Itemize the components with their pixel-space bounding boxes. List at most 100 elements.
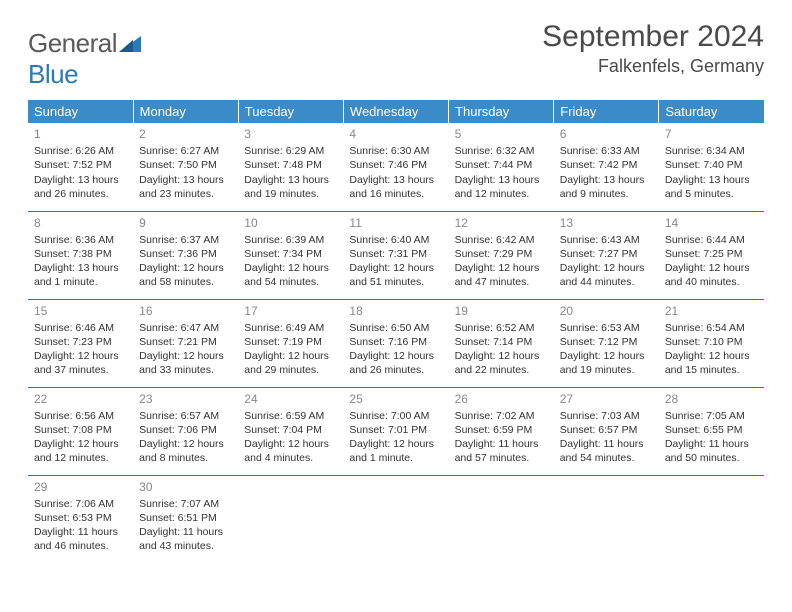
day-number: 17 [244, 303, 337, 319]
day-number: 25 [349, 391, 442, 407]
sunrise-text: Sunrise: 7:07 AM [139, 497, 232, 511]
sunset-text: Sunset: 7:29 PM [455, 247, 548, 261]
calendar-day-cell: 13Sunrise: 6:43 AMSunset: 7:27 PMDayligh… [554, 211, 659, 299]
daylight-text: Daylight: 12 hours [34, 437, 127, 451]
daylight-text: and 15 minutes. [665, 363, 758, 377]
calendar-day-cell: 5Sunrise: 6:32 AMSunset: 7:44 PMDaylight… [449, 123, 554, 211]
calendar-week-row: 8Sunrise: 6:36 AMSunset: 7:38 PMDaylight… [28, 211, 764, 299]
calendar-day-cell: 26Sunrise: 7:02 AMSunset: 6:59 PMDayligh… [449, 387, 554, 475]
daylight-text: Daylight: 13 hours [34, 173, 127, 187]
calendar-day-cell: 17 Sunrise: 6:49 AMSunset: 7:19 PMDayligh… [238, 299, 343, 387]
daylight-text: and 26 minutes. [34, 187, 127, 201]
calendar-day-cell [449, 475, 554, 563]
daylight-text: Daylight: 13 hours [139, 173, 232, 187]
sunrise-text: Sunrise: 6:49 AM [244, 321, 337, 335]
calendar-day-cell: 4Sunrise: 6:30 AMSunset: 7:46 PMDaylight… [343, 123, 448, 211]
daylight-text: and 8 minutes. [139, 451, 232, 465]
sunset-text: Sunset: 7:50 PM [139, 158, 232, 172]
daylight-text: Daylight: 13 hours [349, 173, 442, 187]
daylight-text: Daylight: 11 hours [455, 437, 548, 451]
sunrise-text: Sunrise: 6:26 AM [34, 144, 127, 158]
sunset-text: Sunset: 7:48 PM [244, 158, 337, 172]
daylight-text: and 58 minutes. [139, 275, 232, 289]
calendar-week-row: 15Sunrise: 6:46 AMSunset: 7:23 PMDayligh… [28, 299, 764, 387]
daylight-text: Daylight: 12 hours [139, 261, 232, 275]
sunrise-text: Sunrise: 6:50 AM [349, 321, 442, 335]
daylight-text: Daylight: 13 hours [34, 261, 127, 275]
calendar-table: SundayMondayTuesdayWednesdayThursdayFrid… [28, 100, 764, 563]
daylight-text: and 47 minutes. [455, 275, 548, 289]
calendar-day-cell: 14Sunrise: 6:44 AMSunset: 7:25 PMDayligh… [659, 211, 764, 299]
calendar-day-cell: 22Sunrise: 6:56 AMSunset: 7:08 PMDayligh… [28, 387, 133, 475]
calendar-header-row: SundayMondayTuesdayWednesdayThursdayFrid… [28, 100, 764, 123]
sunset-text: Sunset: 7:42 PM [560, 158, 653, 172]
calendar-week-row: 22Sunrise: 6:56 AMSunset: 7:08 PMDayligh… [28, 387, 764, 475]
weekday-header: Wednesday [343, 100, 448, 123]
daylight-text: Daylight: 12 hours [665, 349, 758, 363]
day-number: 10 [244, 215, 337, 231]
sunrise-text: Sunrise: 6:52 AM [455, 321, 548, 335]
daylight-text: and 46 minutes. [34, 539, 127, 553]
daylight-text: and 23 minutes. [139, 187, 232, 201]
daylight-text: and 40 minutes. [665, 275, 758, 289]
day-number: 18 [349, 303, 442, 319]
calendar-day-cell: 1Sunrise: 6:26 AMSunset: 7:52 PMDaylight… [28, 123, 133, 211]
daylight-text: Daylight: 12 hours [560, 349, 653, 363]
sunrise-text: Sunrise: 6:32 AM [455, 144, 548, 158]
sunset-text: Sunset: 7:36 PM [139, 247, 232, 261]
daylight-text: and 12 minutes. [455, 187, 548, 201]
daylight-text: and 57 minutes. [455, 451, 548, 465]
calendar-day-cell: 25Sunrise: 7:00 AMSunset: 7:01 PMDayligh… [343, 387, 448, 475]
daylight-text: and 54 minutes. [244, 275, 337, 289]
daylight-text: Daylight: 11 hours [560, 437, 653, 451]
day-number: 20 [560, 303, 653, 319]
sunrise-text: Sunrise: 7:03 AM [560, 409, 653, 423]
daylight-text: and 16 minutes. [349, 187, 442, 201]
daylight-text: and 54 minutes. [560, 451, 653, 465]
sunrise-text: Sunrise: 7:05 AM [665, 409, 758, 423]
calendar-day-cell: 15Sunrise: 6:46 AMSunset: 7:23 PMDayligh… [28, 299, 133, 387]
sunrise-text: Sunrise: 6:33 AM [560, 144, 653, 158]
sunset-text: Sunset: 7:04 PM [244, 423, 337, 437]
daylight-text: Daylight: 12 hours [139, 349, 232, 363]
logo-triangle-icon [119, 28, 141, 59]
sunset-text: Sunset: 7:19 PM [244, 335, 337, 349]
sunset-text: Sunset: 7:08 PM [34, 423, 127, 437]
daylight-text: Daylight: 12 hours [455, 261, 548, 275]
calendar-day-cell: 20Sunrise: 6:53 AMSunset: 7:12 PMDayligh… [554, 299, 659, 387]
daylight-text: Daylight: 12 hours [244, 349, 337, 363]
sunset-text: Sunset: 7:21 PM [139, 335, 232, 349]
calendar-day-cell: 10Sunrise: 6:39 AMSunset: 7:34 PMDayligh… [238, 211, 343, 299]
day-number: 5 [455, 126, 548, 142]
daylight-text: Daylight: 12 hours [34, 349, 127, 363]
weekday-header: Monday [133, 100, 238, 123]
day-number: 27 [560, 391, 653, 407]
day-number: 7 [665, 126, 758, 142]
daylight-text: Daylight: 12 hours [349, 261, 442, 275]
daylight-text: and 44 minutes. [560, 275, 653, 289]
daylight-text: and 4 minutes. [244, 451, 337, 465]
daylight-text: and 43 minutes. [139, 539, 232, 553]
daylight-text: Daylight: 11 hours [665, 437, 758, 451]
day-number: 26 [455, 391, 548, 407]
calendar-day-cell: 27Sunrise: 7:03 AMSunset: 6:57 PMDayligh… [554, 387, 659, 475]
sunset-text: Sunset: 7:46 PM [349, 158, 442, 172]
sunset-text: Sunset: 7:12 PM [560, 335, 653, 349]
calendar-day-cell: 29Sunrise: 7:06 AMSunset: 6:53 PMDayligh… [28, 475, 133, 563]
calendar-day-cell: 6Sunrise: 6:33 AMSunset: 7:42 PMDaylight… [554, 123, 659, 211]
sunset-text: Sunset: 7:44 PM [455, 158, 548, 172]
calendar-day-cell [238, 475, 343, 563]
sunset-text: Sunset: 7:27 PM [560, 247, 653, 261]
calendar-day-cell: 19Sunrise: 6:52 AMSunset: 7:14 PMDayligh… [449, 299, 554, 387]
calendar-day-cell: 2Sunrise: 6:27 AMSunset: 7:50 PMDaylight… [133, 123, 238, 211]
sunrise-text: Sunrise: 6:37 AM [139, 233, 232, 247]
day-number: 2 [139, 126, 232, 142]
calendar-day-cell [343, 475, 448, 563]
daylight-text: and 12 minutes. [34, 451, 127, 465]
calendar-day-cell: 24Sunrise: 6:59 AMSunset: 7:04 PMDayligh… [238, 387, 343, 475]
logo-part1: General [28, 28, 117, 58]
daylight-text: Daylight: 11 hours [34, 525, 127, 539]
sunrise-text: Sunrise: 6:47 AM [139, 321, 232, 335]
sunrise-text: Sunrise: 7:02 AM [455, 409, 548, 423]
daylight-text: Daylight: 13 hours [665, 173, 758, 187]
